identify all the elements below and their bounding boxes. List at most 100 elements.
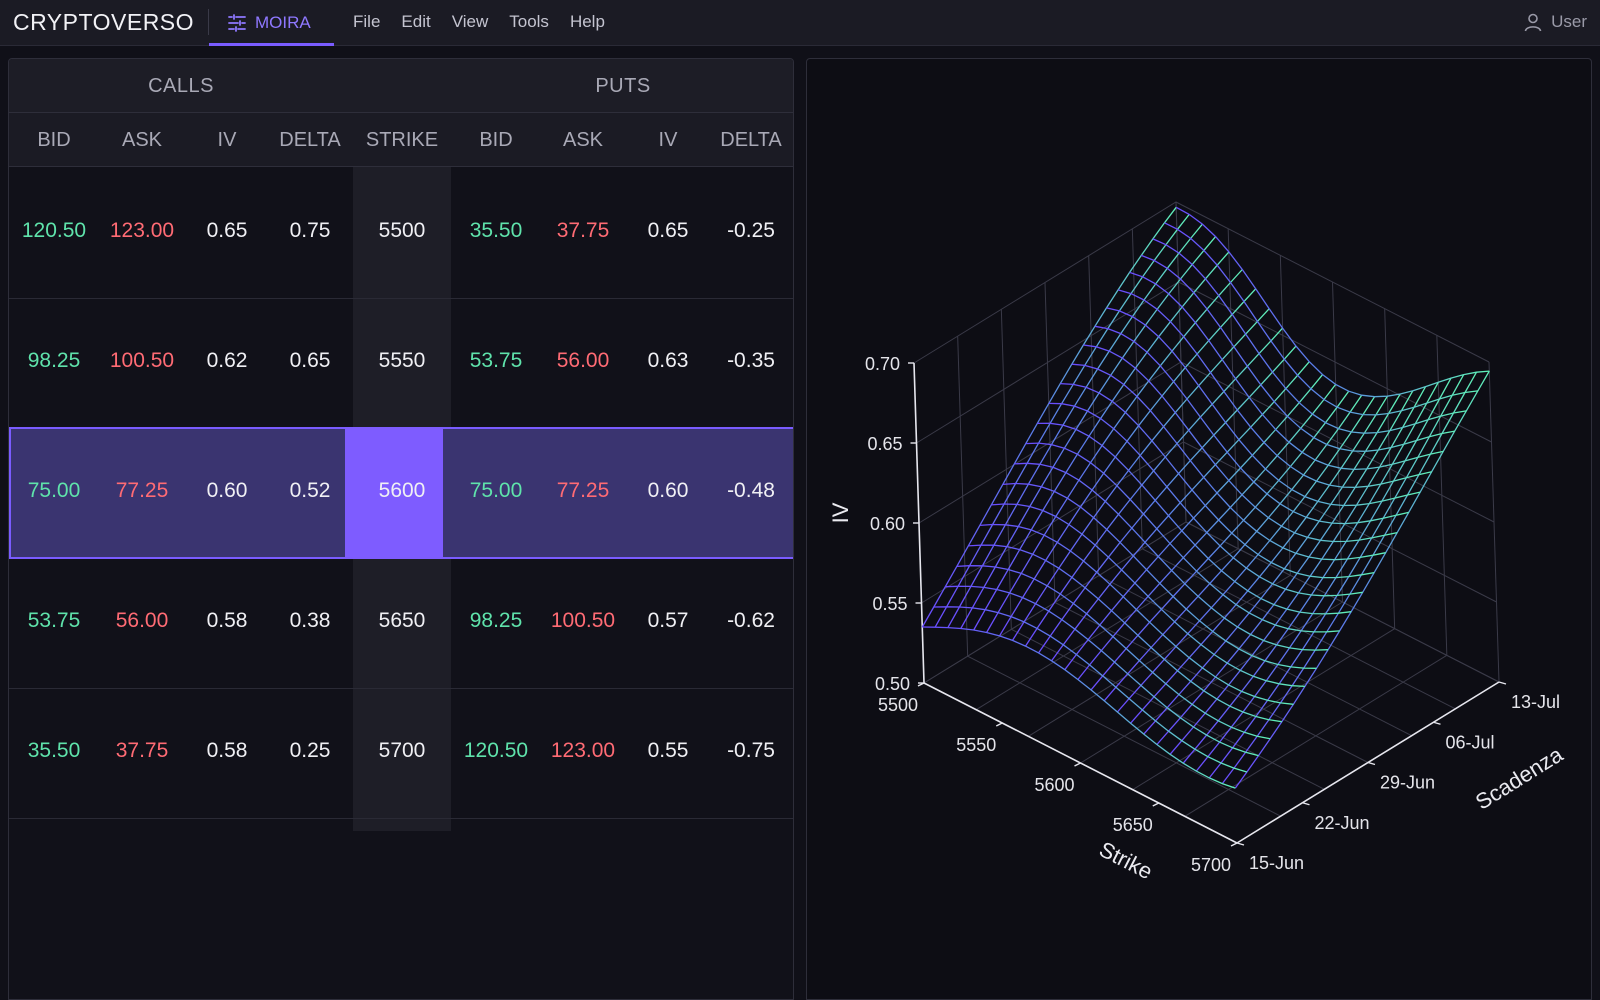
col-put-iv[interactable]: IV bbox=[658, 129, 678, 151]
table-row[interactable]: 53.75 56.00 0.58 0.38 5650 98.25 100.50 0.57 -0.… bbox=[9, 557, 793, 689]
app-brand: CRYPTOVERSO bbox=[13, 9, 195, 35]
cell-call-delta[interactable]: 0.65 bbox=[289, 349, 331, 372]
cell-put-bid[interactable]: 53.75 bbox=[469, 349, 523, 372]
surface-meshline-expiry bbox=[1141, 254, 1455, 452]
cell-strike[interactable]: 5500 bbox=[378, 219, 426, 242]
cell-call-bid[interactable]: 75.00 bbox=[27, 479, 81, 502]
cell-put-bid[interactable]: 98.25 bbox=[469, 609, 523, 632]
iv-axis-title: IV bbox=[828, 502, 853, 523]
cell-call-iv[interactable]: 0.65 bbox=[206, 219, 248, 242]
cell-call-bid[interactable]: 98.25 bbox=[27, 349, 81, 372]
cell-put-ask[interactable]: 100.50 bbox=[550, 609, 616, 632]
cell-call-ask[interactable]: 100.50 bbox=[109, 349, 175, 372]
cell-strike[interactable]: 5650 bbox=[378, 609, 426, 632]
brand-divider bbox=[208, 9, 209, 35]
cell-put-bid[interactable]: 35.50 bbox=[469, 219, 523, 242]
cell-put-delta[interactable]: -0.35 bbox=[727, 349, 775, 372]
cell-call-ask[interactable]: 77.25 bbox=[115, 479, 169, 502]
cell-put-iv[interactable]: 0.55 bbox=[647, 739, 689, 762]
cell-put-delta[interactable]: -0.48 bbox=[727, 479, 775, 502]
menu-help[interactable]: Help bbox=[569, 12, 605, 31]
menu-view[interactable]: View bbox=[451, 12, 489, 31]
cell-put-iv[interactable]: 0.60 bbox=[647, 479, 689, 502]
puts-header: PUTS bbox=[595, 75, 651, 97]
cell-put-delta[interactable]: -0.75 bbox=[727, 739, 775, 762]
wall-level-gridline bbox=[913, 201, 1490, 364]
options-chain-table: CALLS PUTS BID ASK IV DELTA STRIKE BID A… bbox=[8, 58, 794, 1000]
cell-call-bid[interactable]: 53.75 bbox=[27, 609, 81, 632]
iv-tick-label: 0.65 bbox=[867, 434, 902, 454]
table-row[interactable]: 120.50 123.00 0.65 0.75 5500 35.50 37.75 0.65 -0… bbox=[9, 167, 793, 299]
expiry-tick-label: 22-Jun bbox=[1315, 813, 1370, 833]
cell-call-delta[interactable]: 0.52 bbox=[289, 479, 331, 502]
cell-put-ask[interactable]: 123.00 bbox=[550, 739, 616, 762]
surface-meshline-expiry bbox=[1048, 402, 1363, 597]
cell-call-iv[interactable]: 0.58 bbox=[206, 609, 248, 632]
surface-meshline-expiry bbox=[922, 626, 1236, 789]
iv-surface-chart[interactable]: 5500 5550 5600 5650 5700 15-Jun 22-Jun 29-Jun 06… bbox=[806, 58, 1592, 1000]
cell-put-bid[interactable]: 75.00 bbox=[469, 479, 523, 502]
col-put-ask[interactable]: ASK bbox=[562, 129, 604, 151]
col-call-ask[interactable]: ASK bbox=[121, 129, 163, 151]
cell-put-ask[interactable]: 56.00 bbox=[556, 349, 610, 372]
cell-put-iv[interactable]: 0.57 bbox=[647, 609, 689, 632]
cell-put-delta[interactable]: -0.62 bbox=[727, 609, 775, 632]
user-menu[interactable]: User bbox=[1523, 0, 1587, 44]
menu-edit[interactable]: Edit bbox=[401, 12, 431, 31]
surface-meshline-strike bbox=[1182, 381, 1439, 764]
col-put-bid[interactable]: BID bbox=[479, 129, 513, 151]
tab-moira[interactable]: MOIRA bbox=[209, 0, 334, 46]
cell-call-iv[interactable]: 0.62 bbox=[206, 349, 248, 372]
expiry-tick-label: 15-Jun bbox=[1249, 853, 1304, 873]
cell-call-ask[interactable]: 37.75 bbox=[115, 739, 169, 762]
surface-meshline-expiry bbox=[1117, 289, 1432, 489]
menu-tools[interactable]: Tools bbox=[509, 12, 549, 31]
col-call-iv[interactable]: IV bbox=[217, 129, 237, 151]
col-call-bid[interactable]: BID bbox=[37, 129, 71, 151]
col-call-delta[interactable]: DELTA bbox=[279, 129, 341, 151]
table-row[interactable]: 98.25 100.50 0.62 0.65 5550 53.75 56.00 0.63 -0.… bbox=[9, 297, 793, 429]
expiry-tick-label: 13-Jul bbox=[1511, 692, 1560, 712]
cell-strike[interactable]: 5700 bbox=[378, 739, 426, 762]
cell-call-delta[interactable]: 0.75 bbox=[289, 219, 331, 242]
surface-meshline-expiry bbox=[1129, 271, 1444, 471]
surface-meshline-expiry bbox=[1175, 206, 1490, 398]
surface-meshline-expiry bbox=[1152, 238, 1467, 434]
cell-put-delta[interactable]: -0.25 bbox=[727, 219, 775, 242]
expiry-tick-label: 29-Jun bbox=[1380, 773, 1435, 793]
strike-tick-label: 5500 bbox=[878, 695, 918, 715]
menu-bar: File Edit View Tools Help bbox=[353, 0, 626, 44]
strike-tick bbox=[1074, 762, 1081, 767]
table-row[interactable]: 35.50 37.75 0.58 0.25 5700 120.50 123.00 0.55 -0… bbox=[9, 687, 793, 819]
cell-call-delta[interactable]: 0.38 bbox=[289, 609, 331, 632]
cell-call-iv[interactable]: 0.60 bbox=[206, 479, 248, 502]
surface-meshline-expiry bbox=[1164, 222, 1478, 416]
expiry-tick bbox=[1433, 721, 1441, 725]
cell-strike[interactable]: 5600 bbox=[378, 479, 426, 502]
col-put-delta[interactable]: DELTA bbox=[720, 129, 782, 151]
surface-meshline-expiry bbox=[1014, 462, 1329, 651]
cell-call-bid[interactable]: 120.50 bbox=[21, 219, 87, 242]
user-label: User bbox=[1551, 12, 1587, 31]
cell-put-iv[interactable]: 0.65 bbox=[647, 219, 689, 242]
iv-surface-svg: 5500 5550 5600 5650 5700 15-Jun 22-Jun 29-Jun 06… bbox=[828, 201, 1568, 884]
surface-meshline-strike bbox=[1090, 390, 1350, 691]
cell-call-ask[interactable]: 56.00 bbox=[115, 609, 169, 632]
cell-call-iv[interactable]: 0.58 bbox=[206, 739, 248, 762]
surface-meshline-expiry bbox=[1060, 382, 1375, 579]
cell-call-ask[interactable]: 123.00 bbox=[109, 219, 175, 242]
menu-file[interactable]: File bbox=[353, 12, 381, 31]
iv-tick-label: 0.55 bbox=[872, 594, 907, 614]
strike-tick bbox=[995, 722, 1003, 727]
cell-put-bid[interactable]: 120.50 bbox=[463, 739, 529, 762]
col-strike[interactable]: STRIKE bbox=[365, 129, 439, 151]
strike-tick bbox=[1152, 802, 1160, 807]
cell-put-ask[interactable]: 37.75 bbox=[556, 219, 610, 242]
cell-strike[interactable]: 5550 bbox=[378, 349, 426, 372]
tab-moira-label: MOIRA bbox=[255, 13, 311, 32]
cell-put-iv[interactable]: 0.63 bbox=[647, 349, 689, 372]
cell-call-delta[interactable]: 0.25 bbox=[289, 739, 331, 762]
table-row-selected[interactable]: 75.00 77.25 0.60 0.52 5600 75.00 77.25 0.60 -0.4… bbox=[9, 427, 793, 559]
cell-call-bid[interactable]: 35.50 bbox=[27, 739, 81, 762]
cell-put-ask[interactable]: 77.25 bbox=[556, 479, 610, 502]
